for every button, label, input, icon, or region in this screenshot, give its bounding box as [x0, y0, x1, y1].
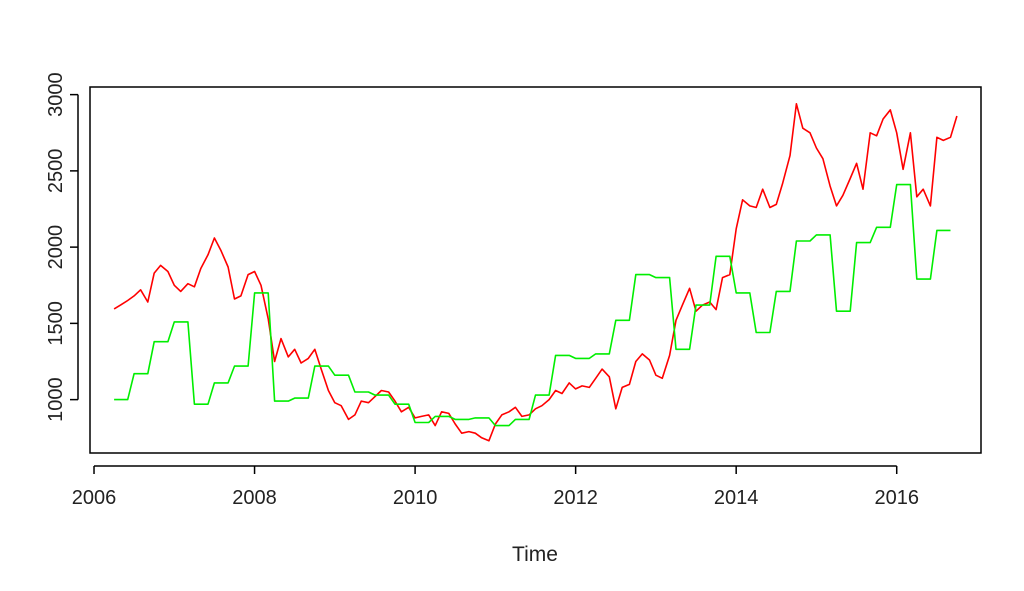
- series-line-0: [113, 103, 958, 442]
- x-tick-label: 2010: [393, 487, 438, 509]
- y-tick-label: 3000: [45, 72, 67, 117]
- y-tick-label: 1500: [45, 301, 67, 346]
- x-axis-title: Time: [512, 543, 558, 566]
- plot-frame: [89, 86, 982, 454]
- y-axis: 1000 1500 2000 2500 3000: [45, 72, 79, 422]
- x-tick-label: 2008: [232, 487, 277, 509]
- series-line-1: [114, 183, 951, 427]
- y-tick-label: 2500: [45, 149, 67, 194]
- series-layer: [113, 103, 958, 442]
- y-tick-label: 1000: [45, 377, 67, 422]
- x-tick-label: 2014: [714, 487, 759, 509]
- x-tick-label: 2006: [72, 487, 117, 509]
- x-tick-label: 2012: [553, 487, 598, 509]
- x-axis: 2006 2008 2010 2012 2014 2016: [72, 465, 919, 509]
- y-tick-label: 2000: [45, 225, 67, 270]
- x-tick-label: 2016: [874, 487, 919, 509]
